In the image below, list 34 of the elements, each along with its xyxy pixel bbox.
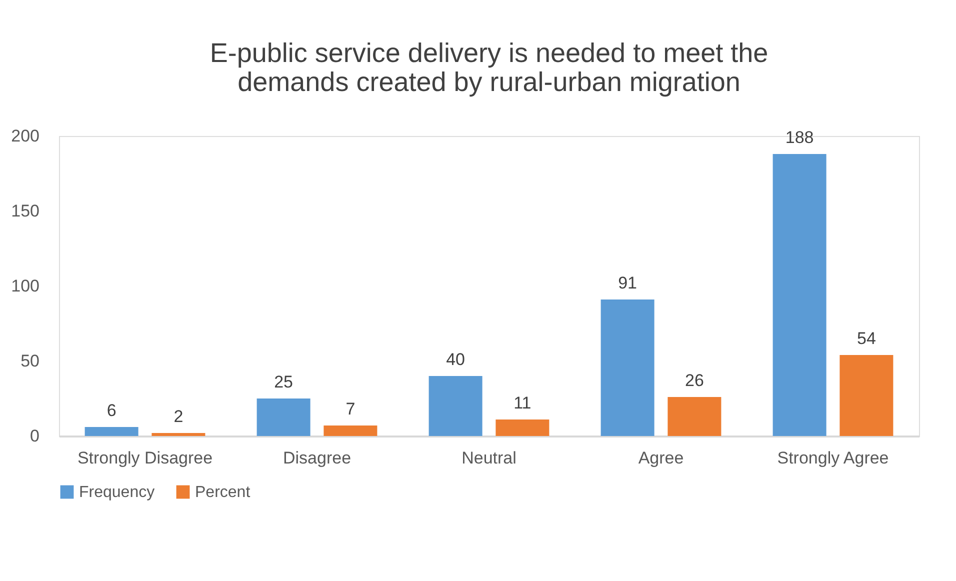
bar <box>428 376 482 436</box>
y-tick-label: 150 <box>11 202 40 220</box>
y-tick-label: 0 <box>30 426 40 446</box>
bar <box>496 420 550 436</box>
bar <box>840 355 894 436</box>
y-tick-label: 100 <box>11 276 40 296</box>
x-tick-label: Agree <box>638 448 684 468</box>
x-tick-label: Strongly Disagree <box>77 448 213 468</box>
bar <box>600 300 654 436</box>
legend-label: Percent <box>195 484 251 501</box>
bar <box>152 433 206 436</box>
y-tick-label: 200 <box>11 126 40 146</box>
x-tick-label: Strongly Agree <box>777 448 889 468</box>
data-label: 11 <box>514 394 532 412</box>
text: demands created by rural-urban migration <box>238 67 740 97</box>
data-label: 91 <box>618 274 638 292</box>
y-tick-label: 50 <box>20 352 40 370</box>
bar <box>84 427 138 436</box>
data-label: 2 <box>174 407 184 426</box>
text: E-public service delivery is needed to meet the <box>210 38 768 68</box>
bar <box>668 397 722 436</box>
legend-label: Frequency <box>79 484 155 501</box>
data-label: 188 <box>785 128 814 147</box>
data-label: 54 <box>856 329 876 348</box>
data-label: 7 <box>346 400 356 418</box>
data-label: 26 <box>684 371 704 390</box>
data-label: 6 <box>106 401 116 420</box>
bar <box>256 398 310 436</box>
x-tick-label: Disagree <box>282 448 352 468</box>
data-label: 25 <box>274 372 294 392</box>
bar <box>324 426 378 436</box>
x-tick-label: Neutral <box>462 448 516 468</box>
bar <box>772 154 826 436</box>
data-label: 40 <box>446 350 466 369</box>
